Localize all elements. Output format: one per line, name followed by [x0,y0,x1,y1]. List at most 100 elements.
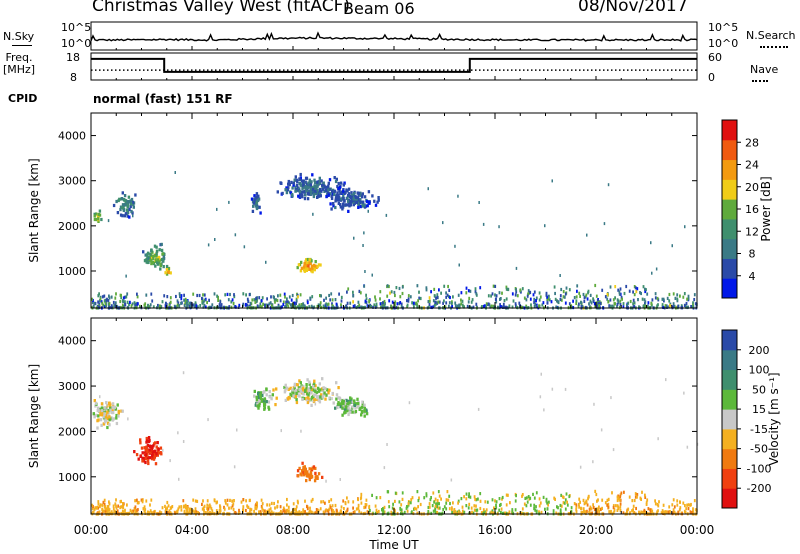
heatmap-cell [307,473,310,477]
heatmap-cell [99,299,101,303]
heatmap-cell [290,305,293,309]
heatmap-cell [575,295,578,299]
heatmap-cell [101,503,104,507]
heatmap-cell [363,403,366,407]
heatmap-cell [684,504,686,508]
heatmap-cell [309,387,313,391]
heatmap-cell [556,505,558,509]
heatmap-cell [231,298,234,302]
heatmap-cell [165,272,169,276]
heatmap-cell [342,183,345,187]
heatmap-cell [145,440,148,444]
power-colorbar-segment [722,218,737,240]
heatmap-cell [340,305,343,309]
heatmap-cell [257,406,260,410]
heatmap-cell [288,396,291,400]
heatmap-cell [442,221,444,225]
heatmap-cell [498,291,501,295]
heatmap-cell [326,303,329,307]
heatmap-cell [167,266,171,271]
heatmap-cell [224,501,227,505]
heatmap-cell [284,305,286,309]
velocity-colorbar-tick-label: 50 [752,383,766,396]
heatmap-cell [190,511,193,515]
heatmap-cell [288,509,290,513]
heatmap-cell [533,290,536,294]
heatmap-cell [308,178,311,182]
heatmap-cell [633,293,636,297]
heatmap-cell [195,510,198,514]
heatmap-cell [495,503,497,507]
heatmap-cell [341,197,345,201]
heatmap-cell [360,305,363,309]
heatmap-cell [151,261,155,265]
heatmap-cell [622,511,625,515]
heatmap-cell [150,255,153,259]
heatmap-cell [237,305,240,309]
heatmap-cell [530,303,532,307]
heatmap-cell [437,506,440,510]
heatmap-cell [289,191,293,195]
heatmap-cell [249,507,251,511]
heatmap-cell [317,194,321,198]
heatmap-cell [557,300,559,304]
heatmap-cell [449,295,451,300]
heatmap-cell [316,508,319,512]
heatmap-cell [374,203,378,207]
heatmap-cell [259,304,262,309]
heatmap-cell [290,511,293,515]
heatmap-cell [148,444,152,448]
heatmap-cell [690,305,692,309]
heatmap-cell [253,194,256,198]
heatmap-cell [298,190,302,194]
heatmap-cell [295,510,298,514]
heatmap-cell [401,491,404,495]
heatmap-cell [312,192,316,196]
heatmap-cell [622,302,625,306]
heatmap-cell [143,446,146,450]
heatmap-cell [299,194,302,198]
heatmap-cell [133,450,136,454]
heatmap-cell [644,287,646,291]
heatmap-cell [194,301,197,305]
heatmap-cell [683,292,686,296]
power-colorbar-label: Power [dB] [759,176,773,241]
heatmap-cell [101,301,104,305]
heatmap-cell [481,305,483,309]
heatmap-cell [336,198,339,202]
heatmap-cell [614,296,616,300]
heatmap-cell [166,511,169,515]
heatmap-cell [535,299,537,303]
heatmap-cell [147,257,150,261]
heatmap-cell [373,199,376,203]
heatmap-cell [233,295,236,299]
heatmap-cell [352,290,354,294]
heatmap-cell [201,296,203,301]
heatmap-cell [364,299,367,303]
heatmap-cell [437,490,440,494]
heatmap-cell [363,284,366,288]
heatmap-cell [117,409,120,413]
heatmap-cell [319,507,322,511]
heatmap-cell [145,445,148,449]
heatmap-cell [411,301,413,305]
heatmap-cell [511,511,513,515]
heatmap-cell [154,449,157,453]
heatmap-cell [354,406,357,410]
heatmap-cell [306,301,309,305]
heatmap-cell [592,503,594,507]
heatmap-cell [580,301,583,305]
heatmap-cell [471,298,474,302]
heatmap-cell [487,294,490,298]
heatmap-cell [538,497,541,501]
heatmap-cell [347,192,351,196]
heatmap-cell [156,258,159,262]
heatmap-cell [312,212,314,216]
heatmap-cell [175,294,177,299]
heatmap-cell [165,507,167,511]
heatmap-cell [300,511,303,515]
heatmap-cell [562,501,565,505]
heatmap-cell [467,300,470,304]
heatmap-cell [314,384,317,388]
